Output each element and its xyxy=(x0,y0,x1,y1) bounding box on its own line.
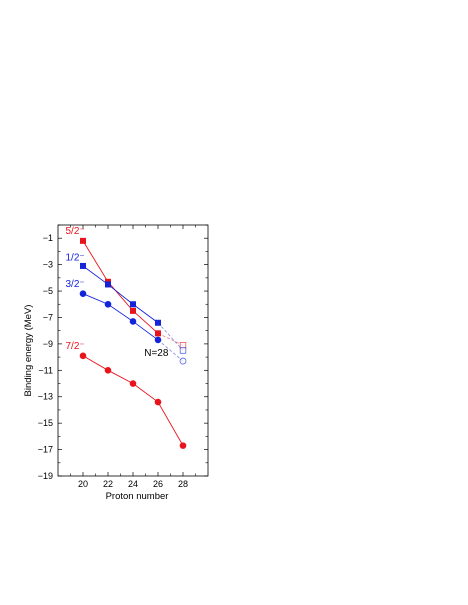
y-tick-label: −11 xyxy=(38,365,53,375)
y-axis-label: Binding energy (MeV) xyxy=(23,305,34,397)
open-circle-marker xyxy=(179,357,187,365)
square-marker xyxy=(155,330,161,337)
circle-marker xyxy=(79,352,87,360)
x-tick-label: 20 xyxy=(78,479,88,489)
series-label-3: 7/2⁻ xyxy=(66,341,85,352)
square-marker xyxy=(80,237,86,244)
square-marker xyxy=(155,319,161,326)
x-tick-label: 22 xyxy=(103,479,113,489)
series-labels: 5/2⁻ 1/2⁻ 3/2⁻ 7/2⁻ xyxy=(66,226,85,352)
y-tick-label: −3 xyxy=(43,260,53,270)
x-tick-label: 28 xyxy=(178,479,188,489)
y-tick-label: −9 xyxy=(43,339,53,349)
open-square-marker xyxy=(179,347,187,354)
circle-marker xyxy=(104,367,112,374)
circle-marker xyxy=(179,442,187,449)
y-tick-label: −5 xyxy=(43,286,53,296)
x-tick-label: 26 xyxy=(153,479,163,489)
series-extrapolated-line-2 xyxy=(157,339,184,362)
open-square-marker xyxy=(179,342,187,349)
annotation-n28: N=28 xyxy=(144,348,169,359)
circle-marker xyxy=(154,398,162,406)
circle-marker xyxy=(104,300,112,308)
x-tick-label: 24 xyxy=(128,479,138,489)
axes: −1 −3 −5 −7 −9 −11 −13 −15 −17 −19 20 22 24 26 28 xyxy=(38,224,209,489)
y-tick-label: −1 xyxy=(43,233,53,243)
series-line-2 xyxy=(82,293,159,341)
x-axis-label: Proton number xyxy=(106,491,169,502)
y-tick-label: −17 xyxy=(38,445,53,455)
series-label-2: 3/2⁻ xyxy=(66,279,85,290)
series-markers xyxy=(79,237,187,449)
series-label-1: 1/2⁻ xyxy=(66,253,85,264)
square-marker xyxy=(130,307,136,314)
square-marker xyxy=(105,281,111,288)
circle-marker xyxy=(79,290,87,297)
square-marker xyxy=(80,262,86,269)
circle-marker xyxy=(154,336,162,344)
square-marker xyxy=(130,301,136,308)
series-lines xyxy=(82,240,184,446)
circle-marker xyxy=(129,380,137,387)
series-line-1 xyxy=(82,265,159,324)
series-line-0 xyxy=(82,240,159,334)
series-line-3 xyxy=(82,355,184,446)
y-tick-label: −13 xyxy=(38,392,53,402)
series-extrapolated-line-1 xyxy=(157,322,184,351)
circle-marker xyxy=(129,318,137,325)
y-tick-label: −7 xyxy=(43,312,53,322)
y-tick-label: −19 xyxy=(38,471,53,481)
y-tick-label: −15 xyxy=(38,418,53,428)
series-label-0: 5/2⁻ xyxy=(66,226,85,237)
